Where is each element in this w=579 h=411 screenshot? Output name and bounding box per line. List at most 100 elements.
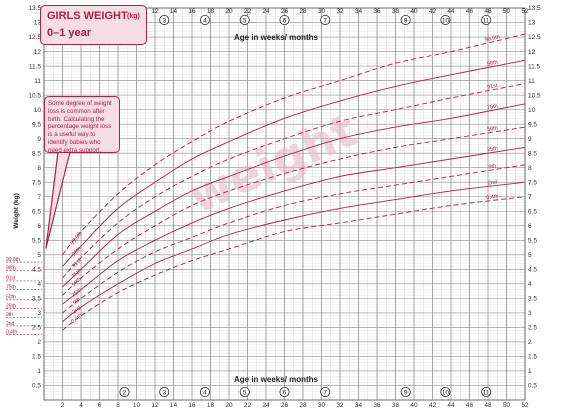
month-marker-top [279,14,290,25]
percentile-label-25th: 25th [487,146,499,154]
x-tick-label-top: 18 [207,8,215,15]
y-axis-title: Weight (kg) [13,193,20,228]
month-marker-bottom [199,386,210,397]
y-tick-label-right: 10 [528,107,536,114]
month-marker-bottom [279,386,290,397]
y-tick-label-right: 1 [528,368,532,375]
month-marker-top [481,14,492,25]
axis-labels: 0.5 0.51 11.5 1.52 22.5 2.53 33.5 3.54 44.5 4.55 5… [6,5,541,409]
y-tick-label-right: 7 [528,194,532,201]
percentile-label-2nd: 2nd [488,180,498,187]
y-tick-label-right: 2 [528,339,532,346]
birth-percentile-label: 91st [6,276,16,282]
month-marker-bottom [159,386,170,397]
birth-percentile-label: 9th [6,312,13,318]
x-tick-label-bottom: 12 [151,402,159,409]
y-tick-label-left: 13.5 [28,5,41,12]
x-tick-label-bottom: 48 [484,402,492,409]
percentile-curve-9th [62,164,526,314]
y-tick-label-right: 6 [528,223,532,230]
month-marker-bottom [239,386,250,397]
percentile-start-label-98th: 98th [71,246,83,258]
x-tick-label-top: 24 [262,8,270,15]
x-tick-label-bottom: 52 [521,402,529,409]
percentile-curves: 99.6th99.6th98th98th91st91st75th75th50th… [62,33,526,331]
y-tick-label-right: 3 [528,310,532,317]
x-tick-label-top: 30 [318,8,326,15]
x-tick-label-bottom: 40 [410,402,418,409]
month-marker-bottom [400,386,411,397]
month-marker-label-top: 4 [203,17,207,24]
x-tick-label-bottom: 10 [133,402,141,409]
x-tick-label-bottom: 20 [225,402,233,409]
y-tick-label-left: 4 [37,281,41,288]
y-tick-label-right: 11.5 [528,63,541,70]
y-tick-label-right: 13 [528,20,536,27]
x-tick-label-top: 28 [299,8,307,15]
x-tick-label-top: 42 [429,8,437,15]
month-marker-label-top: 3 [162,17,166,24]
y-tick-label-left: 6 [37,223,41,230]
y-tick-label-left: 10 [34,107,42,114]
y-tick-label-right: 8.5 [528,150,537,157]
y-tick-label-left: 3.5 [32,296,41,303]
y-tick-label-right: 8 [528,165,532,172]
y-tick-label-left: 7 [37,194,41,201]
x-tick-label-top: 44 [447,8,455,15]
note-pointer [45,151,71,249]
chart-grid [43,7,526,401]
percentile-curve-50th [62,126,526,296]
x-axis-title-bottom: Age in weeks/ months [234,375,319,384]
y-tick-label-right: 11 [528,78,535,85]
y-tick-label-right: 3.5 [528,296,537,303]
percentile-label-9th: 9th [488,163,496,170]
y-tick-label-left: 1.5 [32,354,41,361]
y-tick-label-left: 3 [37,310,41,317]
x-tick-label-bottom: 50 [503,402,511,409]
x-tick-label-bottom: 18 [207,402,215,409]
month-marker-label-bottom: 3 [162,389,166,396]
x-tick-label-bottom: 6 [98,402,102,409]
month-marker-bottom [119,386,130,397]
x-tick-label-bottom: 8 [116,402,120,409]
y-tick-label-right: 12 [528,49,536,56]
y-tick-label-left: 2 [37,339,41,346]
y-tick-label-left: 4.5 [32,267,41,274]
percentile-start-label-2nd: 2nd [72,305,83,315]
x-tick-label-top: 50 [503,8,511,15]
x-tick-label-top: 52 [521,8,529,15]
x-tick-label-bottom: 44 [447,402,455,409]
x-tick-label-top: 14 [170,8,178,15]
y-tick-label-right: 9 [528,136,532,143]
month-marker-label-top: 7 [323,17,327,24]
percentile-start-label-9th: 9th [72,297,82,306]
month-marker-bottom [481,386,492,397]
y-tick-label-right: 7.5 [528,179,537,186]
x-tick-label-top: 12 [151,8,159,15]
x-tick-label-top: 26 [281,8,289,15]
percentile-curve-25th [62,146,526,305]
x-tick-label-top: 16 [188,8,196,15]
percentile-label-91st: 91st [487,83,499,91]
chart-title: GIRLS WEIGHT [47,10,128,22]
y-tick-label-left: 5.5 [32,237,41,244]
weight-loss-note: Some degree of weight loss is common aft… [44,96,120,154]
month-marker-top [199,14,210,25]
y-tick-label-left: 7.5 [32,179,41,186]
x-tick-label-bottom: 32 [336,402,344,409]
birth-percentile-label: 99.6th [6,257,20,263]
y-tick-label-right: 10.5 [528,92,541,99]
y-tick-label-right: 12.5 [528,34,541,41]
chart-subtitle: 0–1 year [47,27,92,39]
x-tick-label-top: 46 [466,8,474,15]
y-tick-label-left: 9 [37,136,41,143]
y-tick-label-left: 2.5 [32,325,41,332]
y-tick-label-left: 8.5 [32,150,41,157]
y-tick-label-left: 13 [34,20,42,27]
x-tick-label-bottom: 16 [188,402,196,409]
y-tick-label-left: 12 [34,49,42,56]
percentile-curve-99.6th [62,33,526,256]
y-tick-label-right: 13.5 [528,5,541,12]
month-marker-label-top: 10 [442,17,450,24]
month-marker-label-top: 9 [404,17,408,24]
